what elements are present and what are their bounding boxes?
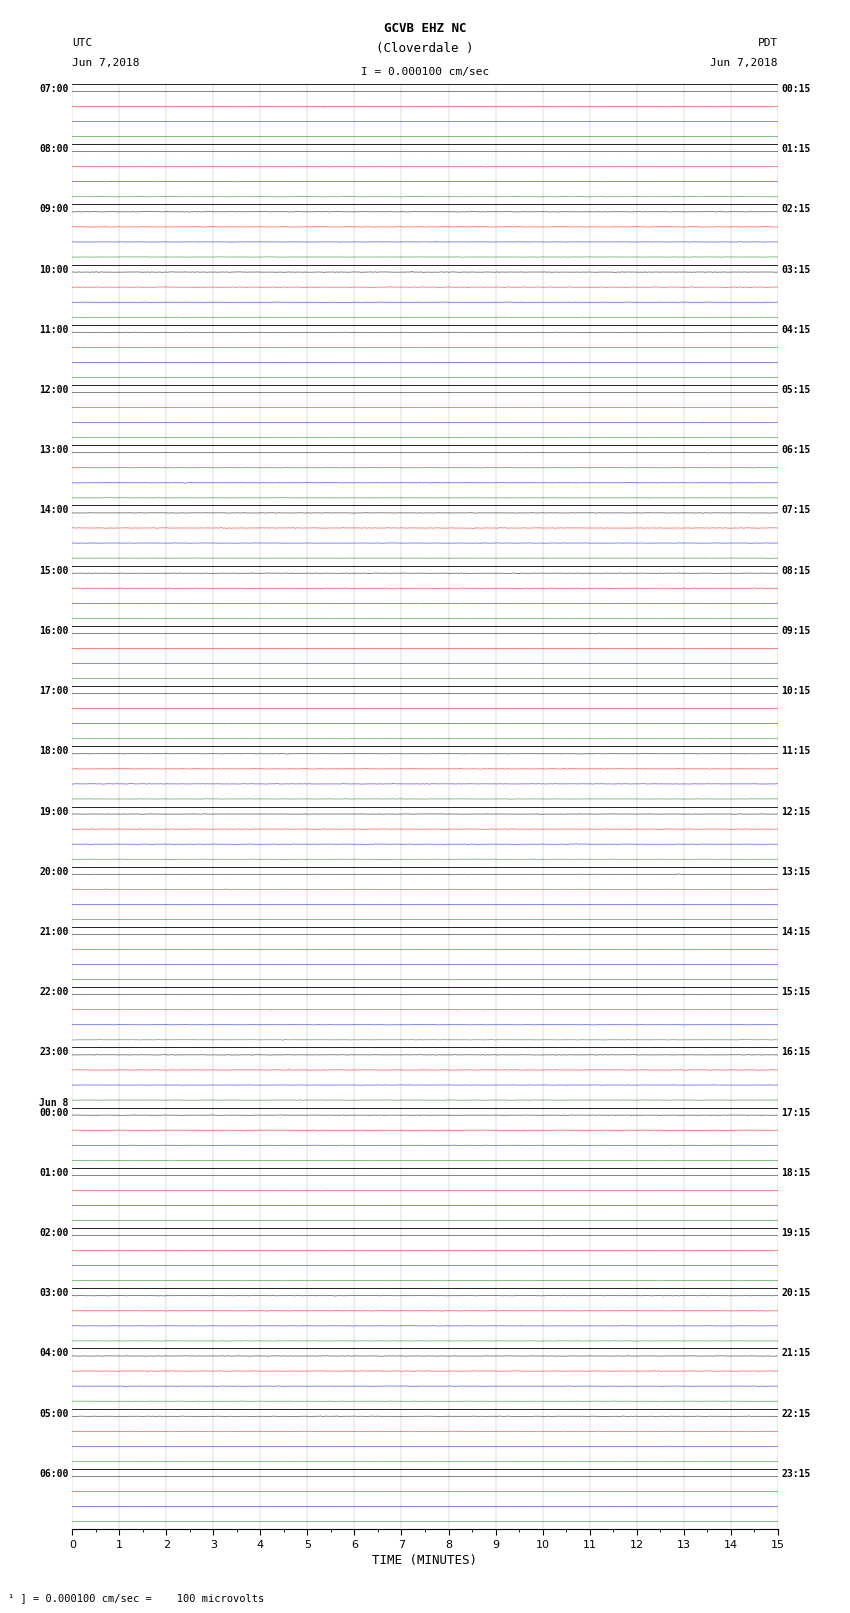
Text: 08:00: 08:00 — [39, 144, 69, 155]
Text: 12:15: 12:15 — [781, 806, 811, 816]
Text: 17:15: 17:15 — [781, 1108, 811, 1118]
Text: 02:15: 02:15 — [781, 205, 811, 215]
Text: 05:15: 05:15 — [781, 386, 811, 395]
Text: 22:15: 22:15 — [781, 1408, 811, 1419]
Text: 11:00: 11:00 — [39, 324, 69, 336]
Text: 18:00: 18:00 — [39, 747, 69, 756]
Text: 16:00: 16:00 — [39, 626, 69, 636]
Text: 02:00: 02:00 — [39, 1227, 69, 1239]
Text: 03:15: 03:15 — [781, 265, 811, 274]
Text: 09:15: 09:15 — [781, 626, 811, 636]
Text: Jun 7,2018: Jun 7,2018 — [711, 58, 778, 68]
Text: 13:15: 13:15 — [781, 866, 811, 877]
Text: 07:15: 07:15 — [781, 505, 811, 516]
Text: Jun 8: Jun 8 — [39, 1098, 69, 1108]
Text: GCVB EHZ NC: GCVB EHZ NC — [383, 23, 467, 35]
Text: 00:00: 00:00 — [39, 1108, 69, 1118]
Text: Jun 7,2018: Jun 7,2018 — [72, 58, 139, 68]
Text: 22:00: 22:00 — [39, 987, 69, 997]
Text: 06:00: 06:00 — [39, 1469, 69, 1479]
Text: 19:00: 19:00 — [39, 806, 69, 816]
Text: 03:00: 03:00 — [39, 1289, 69, 1298]
Text: 23:15: 23:15 — [781, 1469, 811, 1479]
X-axis label: TIME (MINUTES): TIME (MINUTES) — [372, 1553, 478, 1566]
Text: 10:15: 10:15 — [781, 686, 811, 697]
Text: 15:00: 15:00 — [39, 566, 69, 576]
Text: PDT: PDT — [757, 39, 778, 48]
Text: ¹ ] = 0.000100 cm/sec =    100 microvolts: ¹ ] = 0.000100 cm/sec = 100 microvolts — [8, 1594, 264, 1603]
Text: 19:15: 19:15 — [781, 1227, 811, 1239]
Text: 10:00: 10:00 — [39, 265, 69, 274]
Text: 20:15: 20:15 — [781, 1289, 811, 1298]
Text: 06:15: 06:15 — [781, 445, 811, 455]
Text: UTC: UTC — [72, 39, 93, 48]
Text: 23:00: 23:00 — [39, 1047, 69, 1058]
Text: 21:00: 21:00 — [39, 927, 69, 937]
Text: 12:00: 12:00 — [39, 386, 69, 395]
Text: 07:00: 07:00 — [39, 84, 69, 94]
Text: 15:15: 15:15 — [781, 987, 811, 997]
Text: 04:15: 04:15 — [781, 324, 811, 336]
Text: 20:00: 20:00 — [39, 866, 69, 877]
Text: 14:00: 14:00 — [39, 505, 69, 516]
Text: 09:00: 09:00 — [39, 205, 69, 215]
Text: 00:15: 00:15 — [781, 84, 811, 94]
Text: 21:15: 21:15 — [781, 1348, 811, 1358]
Text: 01:00: 01:00 — [39, 1168, 69, 1177]
Text: 11:15: 11:15 — [781, 747, 811, 756]
Text: 01:15: 01:15 — [781, 144, 811, 155]
Text: 05:00: 05:00 — [39, 1408, 69, 1419]
Text: 18:15: 18:15 — [781, 1168, 811, 1177]
Text: 14:15: 14:15 — [781, 927, 811, 937]
Text: 13:00: 13:00 — [39, 445, 69, 455]
Text: 17:00: 17:00 — [39, 686, 69, 697]
Text: 04:00: 04:00 — [39, 1348, 69, 1358]
Text: (Cloverdale ): (Cloverdale ) — [377, 42, 473, 55]
Text: 08:15: 08:15 — [781, 566, 811, 576]
Text: 16:15: 16:15 — [781, 1047, 811, 1058]
Text: I = 0.000100 cm/sec: I = 0.000100 cm/sec — [361, 68, 489, 77]
